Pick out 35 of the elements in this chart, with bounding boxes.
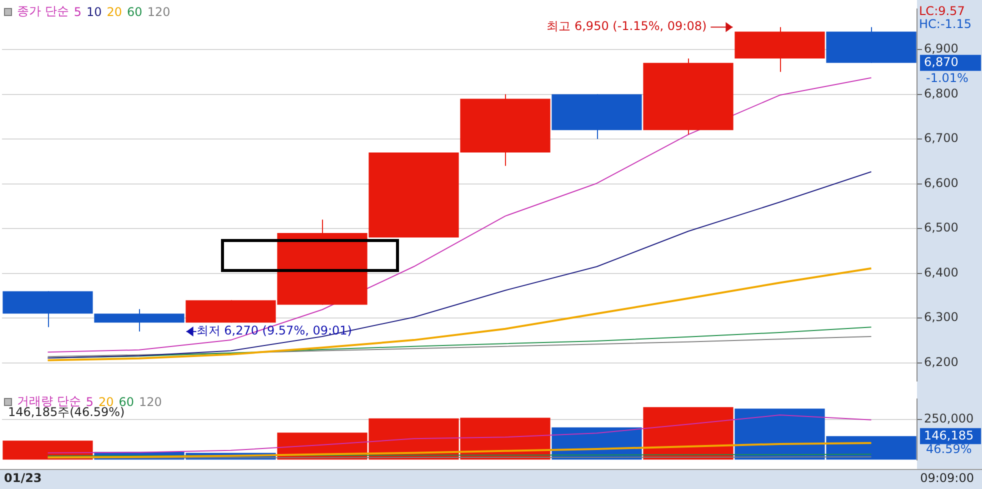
y-tick-label: 6,300 bbox=[924, 310, 958, 324]
candlestick bbox=[94, 308, 184, 332]
y-tick-label: 6,600 bbox=[924, 176, 958, 190]
candlestick bbox=[2, 290, 93, 328]
legend-title: 종가 단순 bbox=[17, 3, 69, 20]
text: 10 bbox=[86, 4, 102, 18]
annotation: 최저 6,270 (9.57%, 09:01) bbox=[196, 324, 352, 338]
y-tick-label: 6,800 bbox=[924, 86, 958, 100]
text: 01/23 bbox=[4, 471, 42, 485]
bar bbox=[643, 407, 734, 460]
candlestick bbox=[643, 58, 734, 136]
text: LC:9.57 bbox=[919, 4, 965, 18]
y-tick-label: 6,200 bbox=[924, 355, 958, 370]
text: 120 bbox=[139, 394, 162, 408]
text: 5 bbox=[74, 4, 82, 18]
text: 46.59% bbox=[926, 442, 972, 456]
candlestick bbox=[734, 26, 825, 72]
candlestick bbox=[826, 26, 916, 64]
text: 6,870 bbox=[924, 55, 958, 70]
text: 60 bbox=[127, 4, 142, 18]
text: 09:09:00 bbox=[920, 471, 974, 485]
text: 20 bbox=[106, 4, 122, 18]
candlestick bbox=[552, 94, 642, 140]
text: HC:-1.15 bbox=[919, 17, 972, 31]
y-tick-label: 6,900 bbox=[924, 42, 958, 56]
legend-title: 거래량 단순 bbox=[17, 393, 81, 408]
annotation: 최고 6,950 (-1.15%, 09:08) bbox=[546, 19, 707, 34]
text: -1.01% bbox=[926, 71, 968, 85]
y-tick-label: 6,400 bbox=[924, 265, 958, 280]
candlestick bbox=[460, 94, 550, 166]
text: 146,185 bbox=[924, 428, 974, 442]
text: 120 bbox=[147, 4, 170, 18]
y-tick-label: 250,000 bbox=[924, 412, 974, 426]
y-tick-label: 6,700 bbox=[924, 131, 958, 146]
y-tick-label: 6,500 bbox=[924, 220, 958, 235]
